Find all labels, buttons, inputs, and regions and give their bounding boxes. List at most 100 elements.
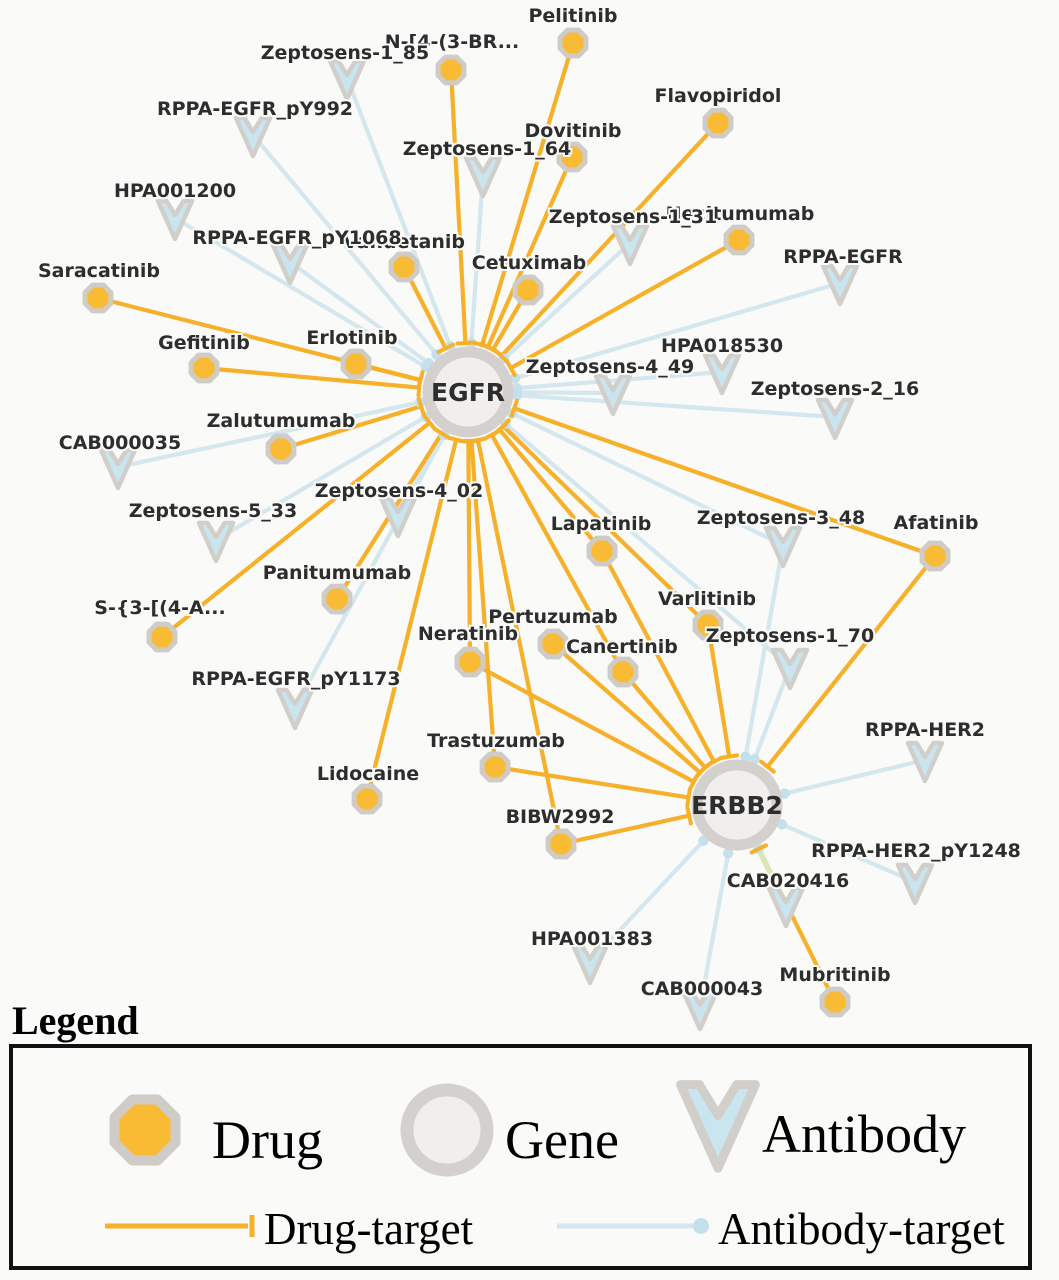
antibody-chevron-icon — [815, 397, 855, 441]
antibody-node-Zeptosens-1_85[interactable] — [327, 58, 367, 102]
antibody-node-RPPA-HER2_pY1248[interactable] — [895, 862, 935, 906]
gene-circle — [422, 346, 514, 438]
edge-antibody-RPPA-EGFR_pY992-EGFR — [251, 133, 439, 356]
drug-node-Necitumumab[interactable] — [723, 224, 755, 256]
antibody-node-RPPA-HER2[interactable] — [905, 740, 945, 784]
drug-node-Zalutumumab[interactable] — [265, 433, 297, 465]
antibody-node-Zeptosens-1_31[interactable] — [610, 223, 650, 267]
drug-label: Cetuximab — [472, 252, 586, 274]
drug-tee-marker — [446, 435, 466, 444]
drug-label: Mubritinib — [779, 964, 890, 986]
antibody-node-RPPA-EGFR_pY1173[interactable] — [275, 687, 315, 731]
drug-octagon-icon — [702, 107, 734, 139]
antibody-node-HPA001383[interactable] — [570, 942, 610, 986]
antibody-node-RPPA-EGFR_pY1068[interactable] — [270, 242, 310, 286]
edge-antibody-Zeptosens-1_85-EGFR — [345, 77, 453, 348]
drug-node-Vandetanib[interactable] — [388, 251, 420, 283]
antibody-chevron-icon — [270, 242, 310, 286]
edge-drug-Afatinib-ERBB2 — [765, 554, 937, 768]
edge-antibody-Zeptosens-1_70-ERBB2 — [752, 666, 792, 761]
antibody-label: Zeptosens-1_31 — [549, 206, 717, 228]
drug-label: Flavopiridol — [655, 85, 782, 107]
drug-label: Lapatinib — [551, 513, 652, 535]
drug-node-Afatinib[interactable] — [919, 540, 951, 572]
edge-drug-Pelitinib-EGFR — [480, 42, 576, 346]
drug-node-Canertinib[interactable] — [607, 656, 639, 688]
antibody-node-Zeptosens-3_48[interactable] — [763, 525, 803, 569]
antibody-node-CAB020416[interactable] — [766, 885, 806, 929]
antibody-dot-marker — [723, 848, 734, 859]
drug-octagon-icon — [723, 224, 755, 256]
gene-circle — [691, 759, 783, 851]
legend-title: Legend — [12, 998, 139, 1043]
antibody-node-Zeptosens-4_49[interactable] — [593, 373, 633, 417]
drug-octagon-icon — [692, 609, 724, 641]
drug-label: N-[4-(3-BR... — [385, 31, 519, 53]
edge-drug-Pertuzumab-ERBB2 — [551, 642, 702, 775]
drug-tee-marker — [416, 396, 426, 416]
gene-node-EGFR[interactable]: EGFR — [422, 346, 514, 438]
drug-node-Lapatinib[interactable] — [586, 535, 618, 567]
drug-node-Erlotinib[interactable] — [340, 348, 372, 380]
antibody-node-Zeptosens-1_64[interactable] — [463, 155, 503, 199]
antibody-dot-marker — [749, 754, 760, 765]
antibody-label: Zeptosens-1_64 — [403, 138, 571, 160]
drug-node-Pelitinib[interactable] — [557, 27, 589, 59]
drug-octagon-icon — [454, 646, 486, 678]
drug-node-Dovitinib[interactable] — [556, 141, 588, 173]
antibody-label: Zeptosens-4_02 — [315, 480, 483, 502]
antibody-node-HPA018530[interactable] — [702, 352, 742, 396]
edge-drug-Lapatinib-EGFR — [497, 428, 604, 553]
antibody-node-CAB000043[interactable] — [680, 988, 720, 1032]
legend-drug-label: Drug — [212, 1110, 323, 1170]
drug-octagon-icon — [265, 433, 297, 465]
drug-node-Gefitinib[interactable] — [188, 352, 220, 384]
edge-antibody-Zeptosens-5_33-EGFR — [214, 415, 427, 542]
antibody-node-Zeptosens-5_33[interactable] — [196, 520, 236, 564]
antibody-node-HPA001200[interactable] — [155, 198, 195, 242]
edge-drug-Zalutumumab-EGFR — [280, 404, 422, 452]
edge-drug-Lidocaine-EGFR — [364, 439, 459, 800]
antibody-chevron-icon — [702, 352, 742, 396]
drug-octagon-icon — [351, 783, 383, 815]
drug-node-Cetuximab[interactable] — [512, 274, 544, 306]
drug-node-Panitumumab[interactable] — [321, 583, 353, 615]
drug-node-Trastuzumab[interactable] — [479, 751, 511, 783]
drug-label: Panitumumab — [263, 562, 411, 584]
drug-node-Lidocaine[interactable] — [351, 783, 383, 815]
antibody-chevron-icon — [275, 687, 315, 731]
drug-tee-marker — [504, 359, 517, 378]
edge-antibody-RPPA-HER2_pY1248-ERBB2 — [781, 822, 916, 884]
antibody-label: Zeptosens-2_16 — [751, 378, 919, 400]
drug-node-Saracatinib[interactable] — [82, 282, 114, 314]
antibody-chevron-icon — [98, 447, 138, 491]
drug-octagon-icon — [321, 583, 353, 615]
antibody-node-Zeptosens-4_02[interactable] — [378, 495, 418, 539]
drug-tee-marker — [749, 843, 768, 855]
drug-octagon-icon — [919, 540, 951, 572]
drug-node-Flavopiridol[interactable] — [702, 107, 734, 139]
drug-node-Varlitinib[interactable] — [692, 609, 724, 641]
gene-node-ERBB2[interactable]: ERBB2 — [691, 759, 783, 851]
antibody-node-Zeptosens-2_16[interactable] — [815, 397, 855, 441]
antibody-node-CAB000035[interactable] — [98, 447, 138, 491]
antibody-chevron-icon — [378, 495, 418, 539]
drug-node-Pertuzumab[interactable] — [537, 628, 569, 660]
drug-node-N-4-3-BR[interactable] — [435, 54, 467, 86]
drug-node-Mubritinib[interactable] — [819, 986, 851, 1018]
antibody-node-RPPA-EGFR_pY992[interactable] — [233, 115, 273, 159]
drug-node-S-3-4-A[interactable] — [146, 621, 178, 653]
drug-node-BIBW2992[interactable] — [545, 828, 577, 860]
antibody-dot-marker — [740, 751, 751, 762]
drug-label: Zalutumumab — [207, 410, 356, 432]
node-labels: Pelitinib N-[4-(3-BR... Dovitinib Flavopiri… — [36, 3, 1023, 1002]
drug-label: Erlotinib — [306, 327, 397, 349]
drug-tee-marker — [422, 414, 437, 431]
edge-drug-Gefitinib-EGFR — [203, 365, 420, 390]
antibody-label: RPPA-EGFR_pY1068 — [192, 227, 401, 249]
drug-node-Neratinib[interactable] — [454, 646, 486, 678]
antibody-node-Zeptosens-1_70[interactable] — [770, 647, 810, 691]
drug-octagon-icon — [388, 251, 420, 283]
antibody-node-RPPA-EGFR[interactable] — [820, 263, 860, 307]
